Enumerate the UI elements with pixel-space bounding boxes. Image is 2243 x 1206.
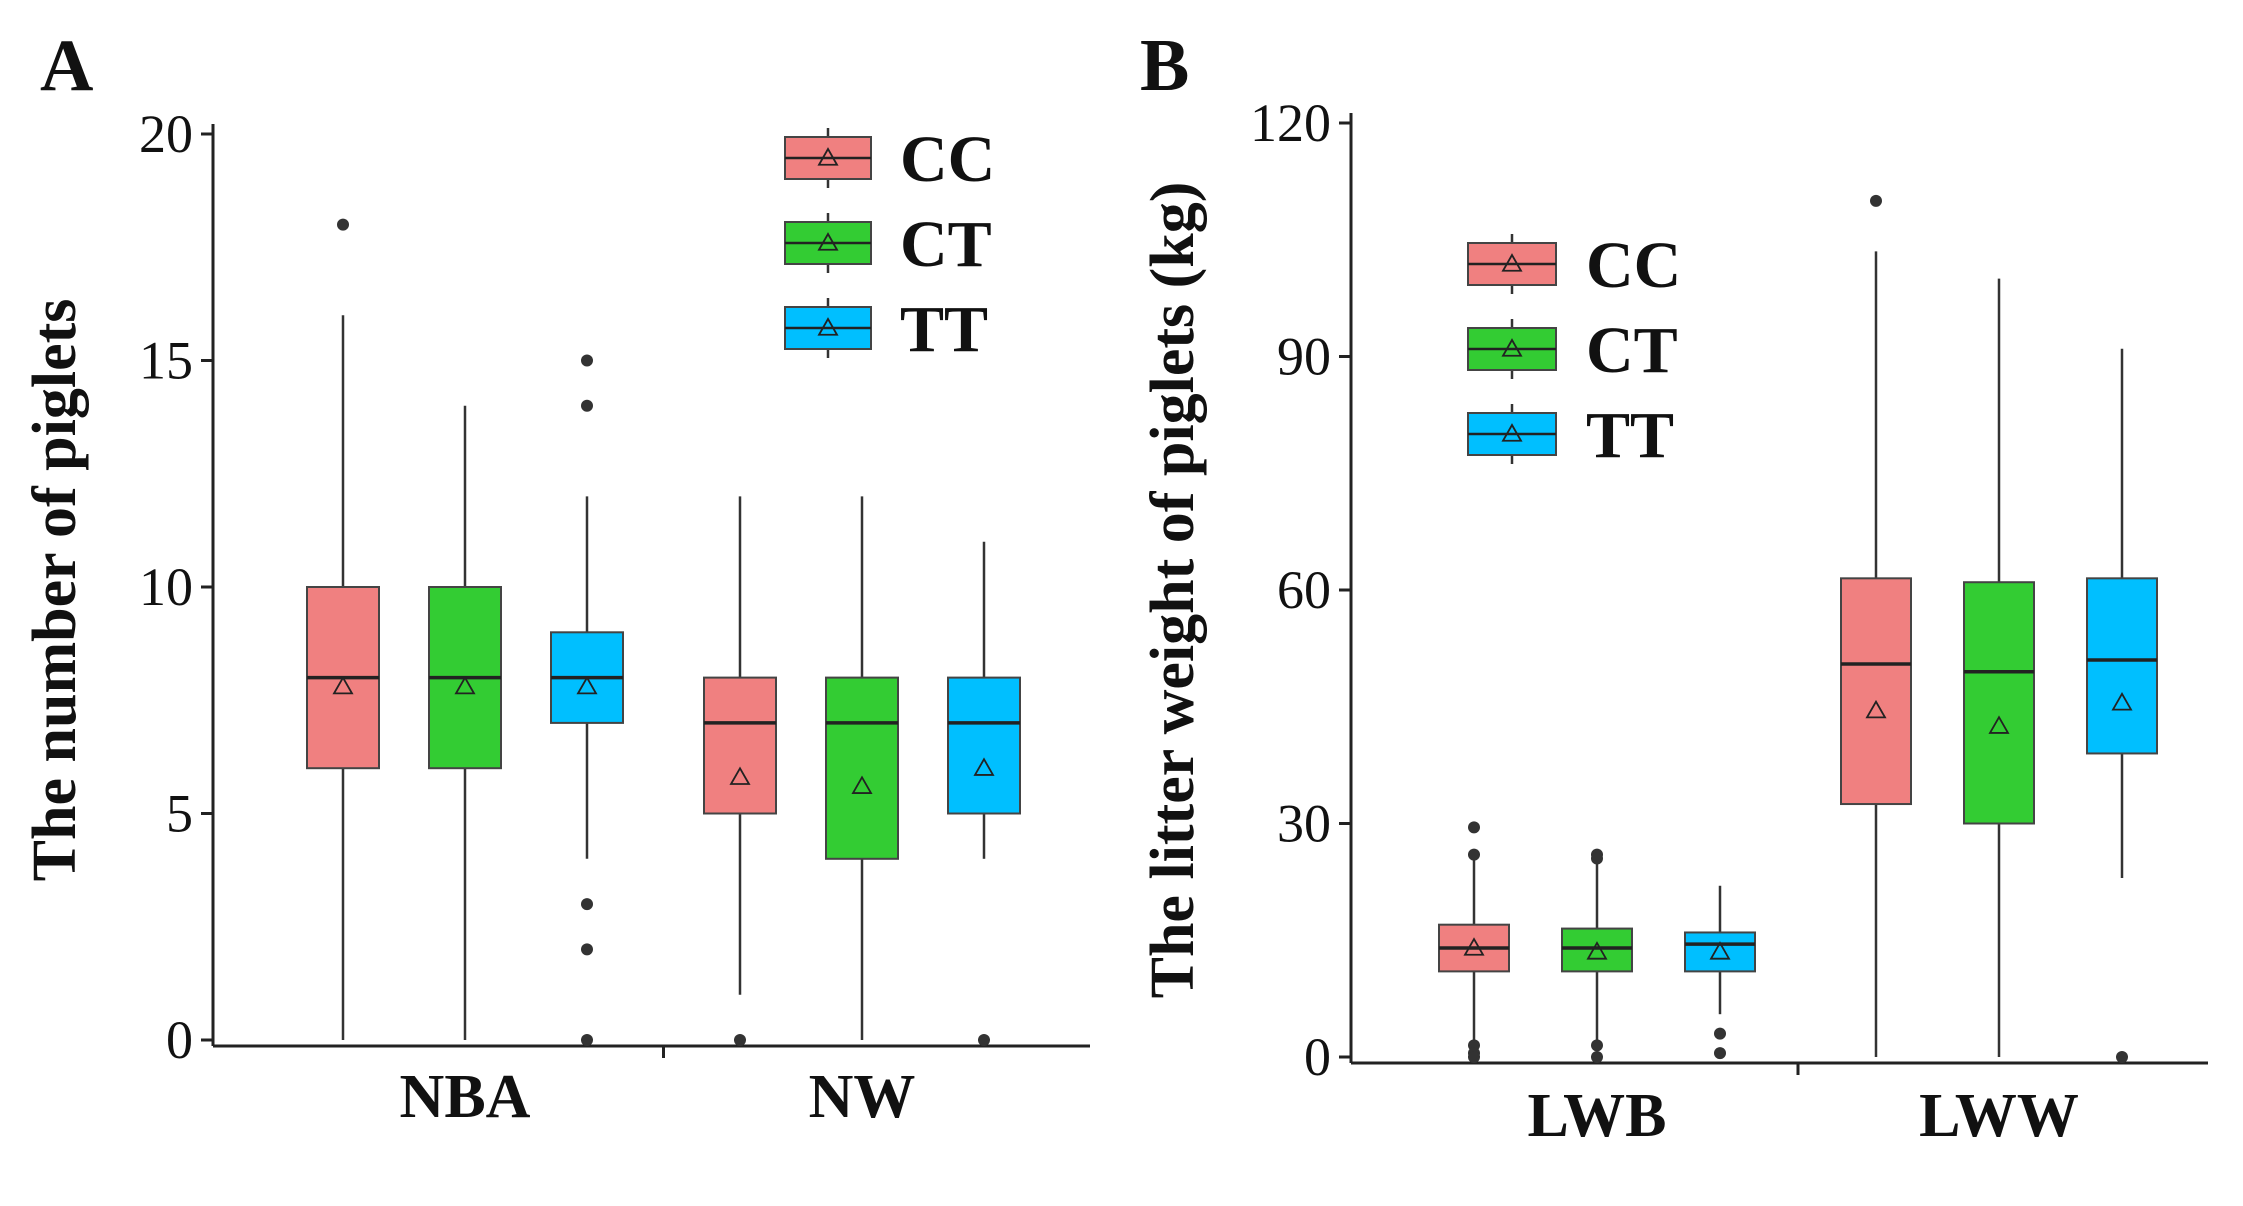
outlier-point xyxy=(581,1034,593,1046)
mean-marker xyxy=(1463,937,1485,956)
y-tick-label: 0 xyxy=(166,1010,193,1070)
panel-b: B The litter weight of piglets (kg) 0 30 60 9… xyxy=(1139,25,2208,1150)
box-cc-lwb xyxy=(1438,821,1510,1063)
mean-marker xyxy=(1586,941,1608,960)
y-tick-label: 5 xyxy=(166,784,193,844)
box-tt-nw xyxy=(947,541,1021,1046)
box-ct-lww xyxy=(1963,278,2035,1057)
box-cc-nba xyxy=(306,218,380,1040)
panel-label: B xyxy=(1140,25,1189,107)
iqr-box xyxy=(1561,927,1633,973)
outlier-point xyxy=(1591,1051,1603,1063)
box-tt-lww xyxy=(2086,348,2158,1063)
mean-marker xyxy=(332,675,354,695)
legend-key-mean xyxy=(817,317,839,336)
outlier-point xyxy=(1468,821,1480,834)
legend-key-mean xyxy=(1501,338,1523,357)
mean-marker xyxy=(973,757,995,776)
box-tt-nba xyxy=(550,354,624,1046)
outlier-point xyxy=(2116,1051,2128,1063)
y-tick-label: 20 xyxy=(139,104,193,164)
legend-label-cc: CC xyxy=(900,123,995,196)
box-ct-lwb xyxy=(1561,848,1633,1063)
outlier-point xyxy=(1714,1047,1726,1060)
iqr-box xyxy=(1840,577,1912,806)
outlier-point xyxy=(581,399,593,412)
outlier-point xyxy=(1591,852,1603,865)
y-tick-label: 30 xyxy=(1277,794,1331,854)
iqr-box xyxy=(2086,577,2158,755)
y-tick-label: 90 xyxy=(1277,327,1331,387)
outlier-point xyxy=(581,943,593,956)
legend-key-mean xyxy=(1501,253,1523,272)
outlier-point xyxy=(1591,1039,1603,1052)
box-ct-nba xyxy=(428,405,502,1040)
legend: CC CT TT xyxy=(784,123,995,366)
iqr-box xyxy=(703,676,777,815)
mean-marker xyxy=(1865,699,1887,719)
legend-label-tt: TT xyxy=(1586,399,1674,472)
panel-a: A The number of piglets 0 5 10 15 20 NBA NW CC CT T… xyxy=(21,25,1090,1131)
mean-marker xyxy=(729,766,751,785)
mean-marker xyxy=(1709,941,1731,960)
outlier-point xyxy=(581,354,593,367)
mean-marker xyxy=(454,675,476,695)
x-category-label: NBA xyxy=(400,1063,531,1131)
outlier-point xyxy=(1468,848,1480,861)
legend-key-mean xyxy=(817,147,839,166)
mean-marker xyxy=(576,675,598,695)
iqr-box xyxy=(947,676,1021,815)
iqr-box xyxy=(1684,931,1756,973)
x-category-label: NW xyxy=(809,1063,916,1131)
legend-label-cc: CC xyxy=(1586,229,1681,302)
outlier-point xyxy=(1714,1027,1726,1040)
y-tick-label: 0 xyxy=(1304,1027,1331,1087)
outlier-point xyxy=(978,1034,990,1046)
y-tick-label: 15 xyxy=(139,331,193,391)
y-tick-label: 10 xyxy=(139,557,193,617)
outlier-point xyxy=(1468,1051,1480,1063)
legend-label-ct: CT xyxy=(900,208,992,281)
outlier-point xyxy=(581,898,593,911)
box-cc-lww xyxy=(1840,194,1912,1057)
box-tt-lwb xyxy=(1684,885,1756,1060)
outlier-point xyxy=(734,1034,746,1046)
outlier-point xyxy=(1870,194,1882,207)
panel-label: A xyxy=(40,25,93,107)
legend-label-tt: TT xyxy=(900,293,988,366)
box-cc-nw xyxy=(703,496,777,1046)
y-axis-title: The litter weight of piglets (kg) xyxy=(1139,182,1207,999)
iqr-box xyxy=(1963,581,2035,825)
y-axis-title: The number of piglets xyxy=(21,299,89,882)
legend-key-mean xyxy=(1501,423,1523,442)
legend-label-ct: CT xyxy=(1586,314,1678,387)
mean-marker xyxy=(1988,715,2010,734)
legend: CC CT TT xyxy=(1467,229,1681,472)
y-tick-label: 120 xyxy=(1250,93,1331,153)
outlier-point xyxy=(337,218,349,231)
legend-key-mean xyxy=(817,232,839,251)
x-category-label: LWB xyxy=(1527,1082,1666,1150)
mean-marker xyxy=(2111,692,2133,711)
y-tick-label: 60 xyxy=(1277,560,1331,620)
box-ct-nw xyxy=(825,496,899,1040)
x-category-label: LWW xyxy=(1919,1082,2079,1150)
mean-marker xyxy=(851,775,873,794)
iqr-box xyxy=(825,676,899,860)
